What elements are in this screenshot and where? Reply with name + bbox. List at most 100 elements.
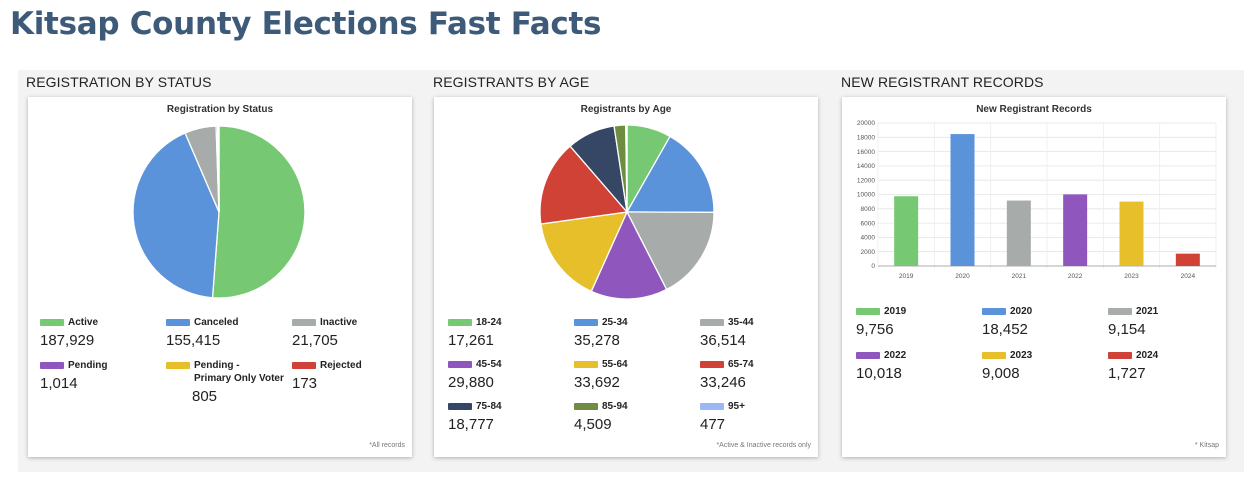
y-tick-label: 16000 — [857, 149, 875, 156]
registrants-age-card: Registrants by Age 18-24 17,261 25-34 35,27… — [434, 97, 818, 457]
legend-label: 55-64 — [602, 359, 628, 370]
section-title-status: Registration by Status — [26, 74, 212, 90]
legend-value: 29,880 — [448, 374, 494, 391]
legend-value: 173 — [292, 375, 318, 392]
legend-value: 33,692 — [574, 374, 620, 391]
chart-title: New Registrant Records — [976, 104, 1092, 115]
y-tick-label: 10000 — [857, 192, 875, 199]
y-tick-label: 18000 — [857, 135, 875, 142]
y-tick-label: 20000 — [857, 120, 875, 127]
legend-label: 95+ — [728, 401, 745, 412]
section-title-new: New Registrant Records — [841, 74, 1044, 90]
legend-value: 805 — [192, 388, 218, 405]
bar-2022 — [1063, 194, 1088, 266]
chart-title: Registration by Status — [166, 104, 274, 115]
pie-slice-55-64 — [540, 211, 629, 293]
new-registrants-card: New Registrant Records 0 2000 4000 6000 8000… — [842, 97, 1226, 457]
legend-swatch — [856, 308, 880, 315]
pie-slice-65-74 — [539, 145, 629, 225]
legend-label: Pending - Primary Only Voter — [194, 360, 284, 384]
legend-label: 2020 — [1010, 306, 1033, 317]
section-title-age: Registrants by Age — [433, 74, 590, 90]
legend-label: Inactive — [320, 317, 358, 328]
pie-slice-25-34 — [625, 135, 715, 213]
legend-swatch — [166, 319, 190, 326]
y-tick-label: 6000 — [861, 220, 876, 227]
pie-slice-active — [211, 125, 306, 299]
y-tick-label: 12000 — [857, 177, 875, 184]
y-tick-label: 0 — [871, 263, 875, 270]
legend-value: 33,246 — [700, 374, 746, 391]
legend-value: 4,509 — [574, 416, 612, 433]
legend-value: 477 — [700, 416, 726, 433]
legend-value: 21,705 — [292, 332, 338, 349]
legend-value: 9,756 — [856, 321, 894, 338]
legend-swatch — [1108, 308, 1132, 315]
legend-label: Active — [68, 317, 99, 328]
x-tick-label: 2023 — [1124, 273, 1139, 280]
legend-value: 18,777 — [448, 416, 494, 433]
legend-value: 187,929 — [40, 332, 95, 349]
legend-swatch — [448, 319, 472, 326]
y-tick-label: 14000 — [857, 163, 875, 170]
page-title: Kitsap County Elections Fast Facts — [10, 6, 602, 42]
legend-value: 1,727 — [1108, 365, 1146, 382]
legend-swatch — [448, 361, 472, 368]
pie-slice-canceled — [132, 132, 220, 299]
bar-2024 — [1175, 253, 1200, 266]
legend-value: 35,278 — [574, 332, 620, 349]
x-tick-label: 2019 — [899, 273, 914, 280]
legend-swatch — [448, 403, 472, 410]
legend-swatch — [982, 352, 1006, 359]
legend-value: 36,514 — [700, 332, 746, 349]
x-tick-label: 2020 — [955, 273, 970, 280]
legend-label: Pending — [68, 360, 108, 371]
legend-label: 18-24 — [476, 317, 502, 328]
legend-label: 75-84 — [476, 401, 502, 412]
pie-slice-45-54 — [590, 210, 668, 300]
legend-swatch — [856, 352, 880, 359]
legend-label: Canceled — [194, 317, 239, 328]
legend-value: 17,261 — [448, 332, 494, 349]
legend-swatch — [574, 319, 598, 326]
legend-swatch — [292, 319, 316, 326]
legend-swatch — [574, 361, 598, 368]
legend-value: 9,008 — [982, 365, 1020, 382]
pie-slice-35-44 — [625, 211, 715, 291]
legend-swatch — [574, 403, 598, 410]
legend-swatch — [700, 319, 724, 326]
legend-value: 10,018 — [856, 365, 902, 382]
legend-label: Rejected — [320, 360, 362, 371]
pie-slice-95 — [625, 124, 628, 213]
x-tick-label: 2021 — [1012, 273, 1027, 280]
bar-2021 — [1006, 200, 1031, 266]
registration-status-card: Registration by Status Active 187,929 Canc… — [28, 97, 412, 457]
legend-swatch — [292, 362, 316, 369]
footnote: * Kitsap — [1194, 442, 1219, 449]
bar-2019 — [894, 196, 919, 266]
y-tick-label: 4000 — [861, 235, 876, 242]
legend-swatch — [700, 403, 724, 410]
legend-value: 155,415 — [166, 332, 221, 349]
x-tick-label: 2022 — [1068, 273, 1083, 280]
legend-label: 35-44 — [728, 317, 754, 328]
legend-label: 25-34 — [602, 317, 628, 328]
x-tick-label: 2024 — [1181, 273, 1196, 280]
registrants-age-pie — [539, 124, 715, 300]
legend-label: 2022 — [884, 350, 907, 361]
legend-swatch — [982, 308, 1006, 315]
legend-swatch — [40, 362, 64, 369]
legend-value: 9,154 — [1108, 321, 1146, 338]
legend-swatch — [40, 319, 64, 326]
legend-label: 2019 — [884, 306, 907, 317]
legend-value: 18,452 — [982, 321, 1028, 338]
legend-label: 2021 — [1136, 306, 1159, 317]
new-registrants-bar-chart: 0 2000 4000 6000 8000 10000 12000 14000 16000 180… — [857, 120, 1217, 280]
footnote: *All records — [369, 442, 405, 449]
registration-status-pie — [132, 125, 306, 299]
footnote: *Active & Inactive records only — [716, 442, 811, 449]
legend-label: 2023 — [1010, 350, 1033, 361]
y-tick-label: 8000 — [861, 206, 876, 213]
y-tick-label: 2000 — [861, 249, 876, 256]
legend-swatch — [700, 361, 724, 368]
